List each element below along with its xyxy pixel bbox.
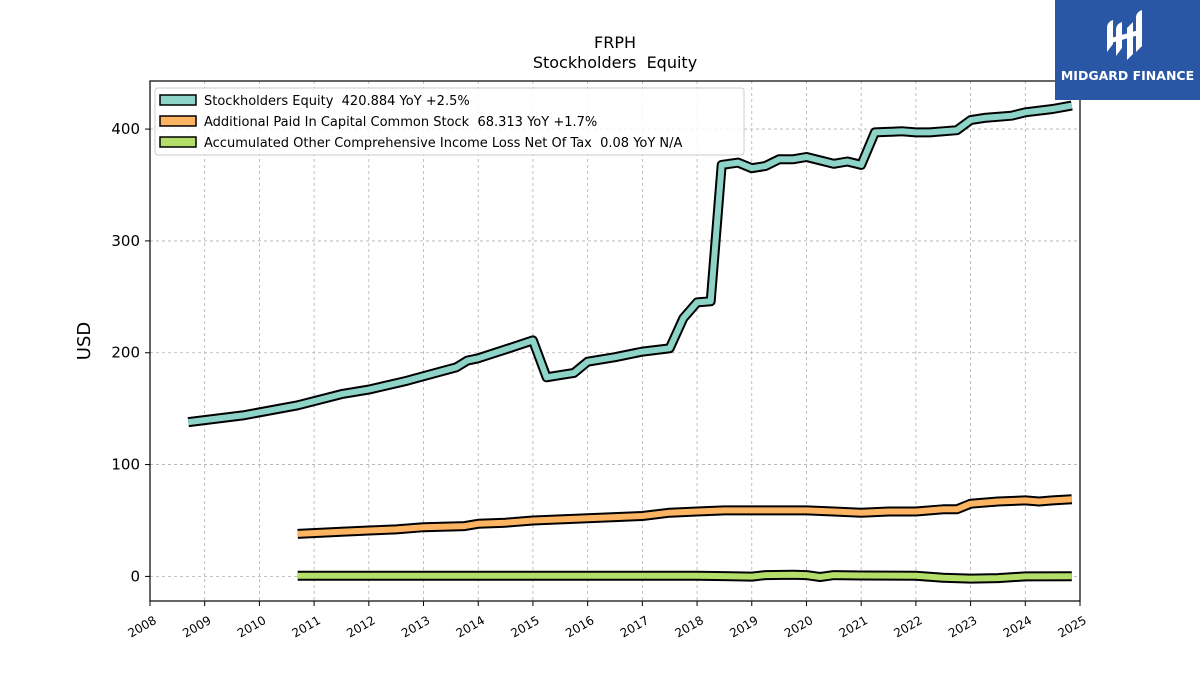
chart-title: FRPH [594,33,636,52]
midgard-m-logo-icon [1107,10,1142,60]
x-tick-label: 2021 [837,613,870,640]
brand-logo: MIDGARD FINANCE [1055,0,1200,100]
x-tick-label: 2017 [618,613,651,640]
x-tick-label: 2023 [946,613,979,640]
y-tick-label: 300 [111,232,140,250]
series-lines [187,100,1073,584]
series-line-2 [297,569,1072,584]
x-tick-label: 2013 [399,613,432,640]
series-line-0 [187,100,1073,428]
y-axis: 0 100 200 300 400 [111,120,150,585]
x-tick-label: 2018 [673,613,706,640]
legend: Stockholders Equity 420.884 YoY +2.5% Ad… [154,87,745,156]
y-tick-label: 100 [111,456,140,474]
series-core [297,496,1072,537]
legend-label: Accumulated Other Comprehensive Income L… [204,136,683,151]
legend-item: Additional Paid In Capital Common Stock … [159,115,597,130]
x-tick-label: 2012 [344,613,377,640]
series-core [297,571,1072,582]
series-core [187,102,1073,426]
x-axis: 2008 2009 2010 2011 2012 2013 2014 2015 2016 2017… [125,601,1089,640]
x-tick-label: 2015 [508,613,541,640]
x-tick-label: 2011 [290,613,323,640]
x-tick-label: 2025 [1055,613,1088,640]
x-tick-label: 2010 [235,613,268,640]
y-tick-label: 400 [111,120,140,138]
x-tick-label: 2019 [727,613,760,640]
legend-label: Additional Paid In Capital Common Stock … [204,115,597,130]
chart-subtitle: Stockholders Equity [533,53,697,72]
y-tick-label: 200 [111,344,140,362]
legend-item: Stockholders Equity 420.884 YoY +2.5% [159,94,470,109]
grid [150,81,1080,601]
x-tick-label: 2008 [125,613,158,640]
legend-label: Stockholders Equity 420.884 YoY +2.5% [204,94,470,109]
x-tick-label: 2020 [782,613,815,640]
x-tick-label: 2009 [180,613,213,640]
plot-frame [149,80,1081,602]
series-line-1 [297,494,1073,539]
legend-item: Accumulated Other Comprehensive Income L… [159,136,683,151]
brand-name: MIDGARD FINANCE [1060,68,1195,83]
x-tick-label: 2024 [1001,613,1034,640]
legend-swatch-aoci [159,136,197,148]
x-tick-label: 2016 [563,613,596,640]
x-tick-label: 2014 [454,613,487,640]
y-axis-label: USD [74,322,95,360]
y-tick-label: 0 [130,567,140,585]
x-tick-label: 2022 [891,613,924,640]
legend-swatch-equity [159,94,197,106]
legend-box [154,87,745,156]
legend-swatch-apic [159,115,197,127]
